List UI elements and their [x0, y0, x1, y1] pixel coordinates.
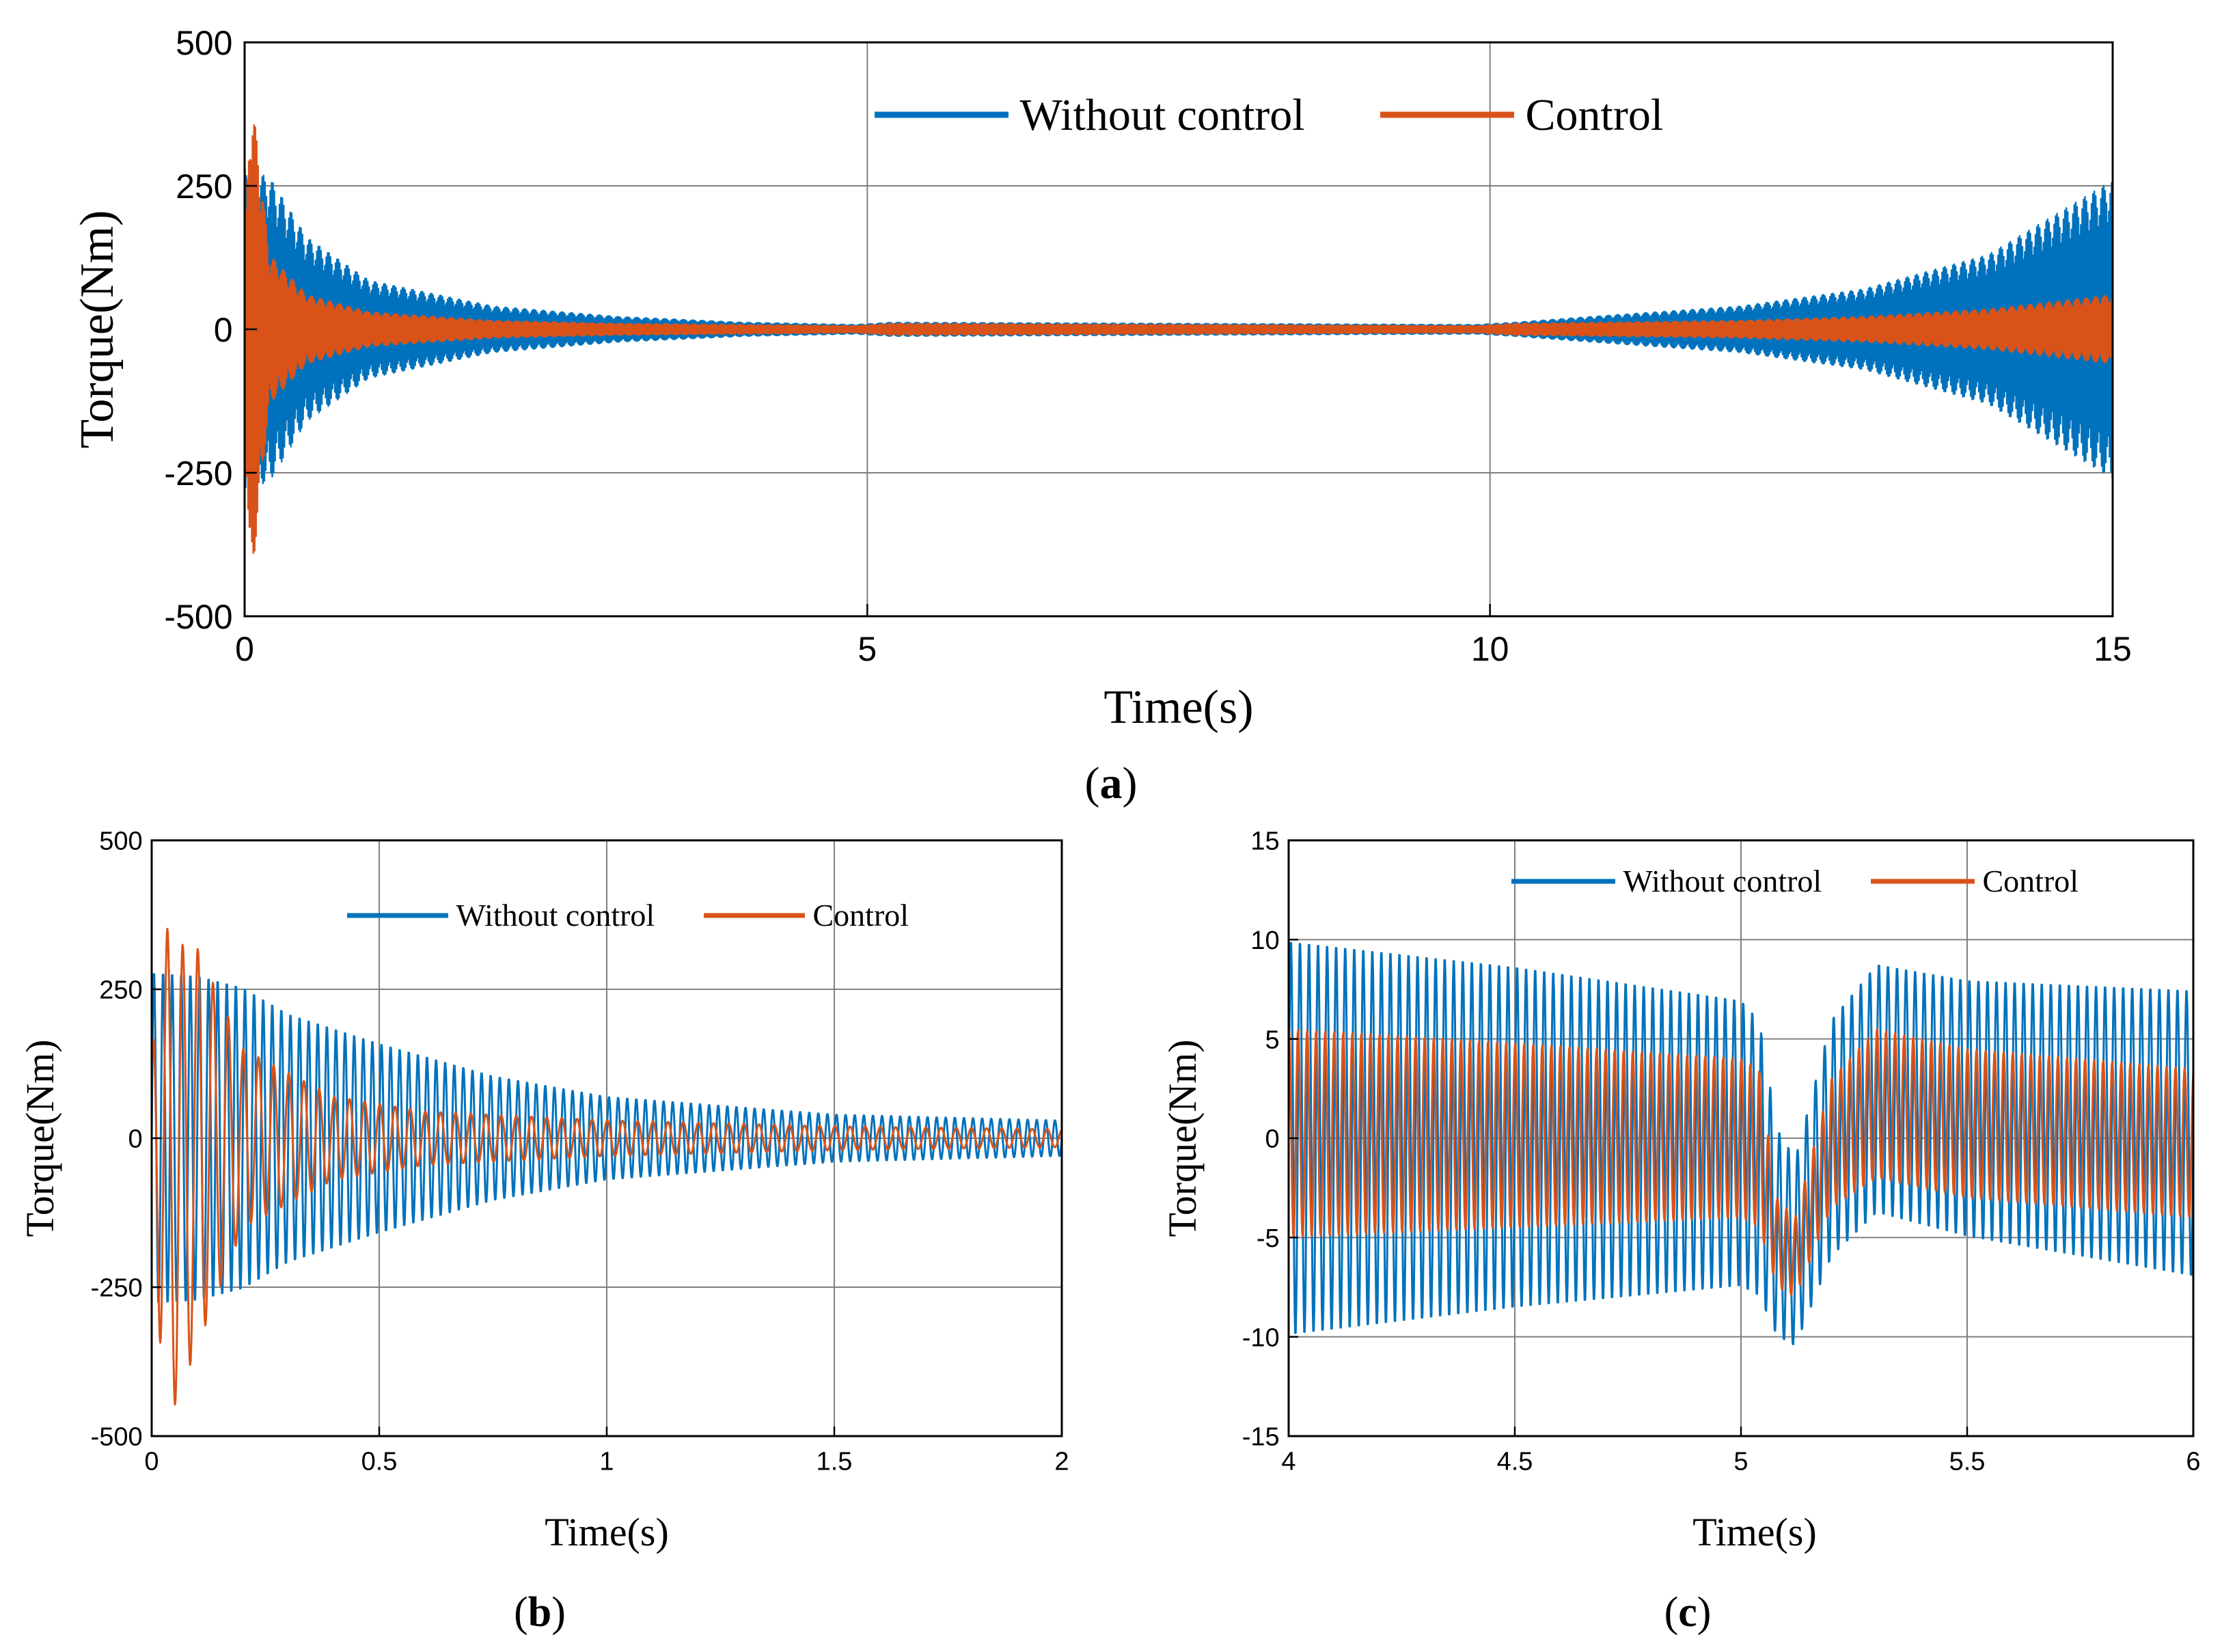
legend-label: Control [813, 898, 909, 933]
panel-label-a: (a) [1085, 758, 1138, 808]
x-tick-label: 0.5 [361, 1447, 398, 1476]
chart-panel-a: 0 5 10 15 -500 -250 0 250 500 Without control Con… [71, 24, 2132, 808]
tick-labels: 4 4.5 5 5.5 6 -15 -10 -5 0 5 10 15 [1242, 827, 2201, 1476]
y-tick-label: -5 [1257, 1224, 1280, 1253]
y-tick-label: 0 [214, 311, 233, 349]
y-tick-label: 15 [1250, 827, 1279, 856]
traces [1287, 941, 2195, 1345]
x-tick-label: 6 [2186, 1447, 2200, 1476]
y-tick-label: -500 [91, 1423, 143, 1452]
y-axis-label: Torque(Nm) [18, 1039, 62, 1237]
x-tick-label: 15 [2094, 630, 2132, 668]
chart-panel-c: 4 4.5 5 5.5 6 -15 -10 -5 0 5 10 15 Without control C… [1160, 827, 2201, 1636]
legend: Without control Control [1511, 864, 2079, 898]
y-tick-label: 250 [176, 167, 232, 206]
legend: Without control Control [347, 898, 909, 933]
y-tick-label: 500 [176, 24, 232, 62]
y-axis-label: Torque(Nm) [71, 210, 124, 449]
series-line-without-control [1287, 941, 2195, 1345]
series-line-control [243, 124, 2114, 554]
y-tick-label: 10 [1250, 926, 1279, 955]
series-line-control [150, 928, 1063, 1406]
x-tick-label: 0 [235, 630, 254, 668]
series-line-control [1287, 1028, 2195, 1296]
series-line-without-control [150, 973, 1063, 1304]
y-tick-label: -250 [91, 1274, 143, 1303]
legend-label: Control [1526, 90, 1664, 140]
panel-label-c: (c) [1664, 1589, 1712, 1636]
legend-label: Control [1983, 864, 2079, 898]
x-tick-label: 5.5 [1949, 1447, 1986, 1476]
x-tick-label: 1 [599, 1447, 614, 1476]
y-tick-label: 500 [99, 827, 142, 856]
chart-panel-b: 0 0.5 1 1.5 2 -500 -250 0 250 500 Without control… [18, 827, 1069, 1636]
y-tick-label: 0 [128, 1125, 143, 1154]
y-tick-label: -500 [164, 598, 232, 636]
x-tick-label: 10 [1471, 630, 1509, 668]
legend-label: Without control [456, 898, 655, 933]
x-tick-label: 4.5 [1497, 1447, 1533, 1476]
legend-label: Without control [1020, 90, 1305, 140]
x-axis-label: Time(s) [545, 1510, 669, 1554]
x-axis-label: Time(s) [1692, 1510, 1817, 1554]
x-tick-label: 5 [858, 630, 877, 668]
traces [243, 124, 2114, 554]
tick-labels: 0 0.5 1 1.5 2 -500 -250 0 250 500 [91, 827, 1069, 1476]
x-tick-label: 5 [1733, 1447, 1748, 1476]
y-tick-label: 250 [99, 976, 142, 1005]
y-tick-label: -10 [1242, 1323, 1280, 1352]
legend: Without control Control [875, 90, 1663, 140]
panel-label-b: (b) [514, 1589, 566, 1636]
x-tick-label: 0 [144, 1447, 159, 1476]
tick-labels: 0 5 10 15 -500 -250 0 250 500 [164, 24, 2131, 668]
x-tick-label: 1.5 [817, 1447, 853, 1476]
x-axis-label: Time(s) [1103, 681, 1253, 734]
y-tick-label: -15 [1242, 1423, 1280, 1452]
y-tick-label: -250 [164, 454, 232, 493]
x-tick-label: 2 [1054, 1447, 1069, 1476]
y-tick-label: 0 [1265, 1125, 1280, 1154]
x-tick-label: 4 [1281, 1447, 1295, 1476]
legend-label: Without control [1623, 864, 1822, 898]
y-axis-label: Torque(Nm) [1160, 1039, 1205, 1237]
y-tick-label: 5 [1265, 1025, 1280, 1054]
traces [150, 928, 1063, 1406]
